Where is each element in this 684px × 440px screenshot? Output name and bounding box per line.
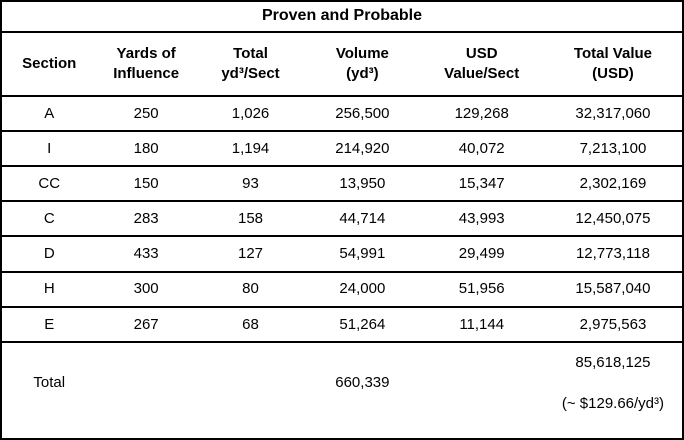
table-row-i: I 180 1,194 214,920 40,072 7,213,100	[2, 131, 682, 167]
table-title-row: Proven and Probable	[2, 2, 682, 32]
table-row-h: H 300 80 24,000 51,956 15,587,040	[2, 272, 682, 307]
cell-total-yd3-per-sect: 68	[242, 315, 259, 333]
total-value-cell: 85,618,125 (~ $129.66/yd³)	[544, 342, 682, 438]
column-header-usd-value-per-sect: USD Value/Sect	[444, 44, 520, 82]
table-row-a: A 250 1,026 256,500 129,268 32,317,060	[2, 96, 682, 131]
cell-volume-yd3: 214,920	[335, 139, 390, 157]
cell-volume-yd3: 24,000	[339, 280, 386, 298]
cell-total-value-usd: 32,317,060	[575, 104, 651, 122]
total-empty-cell	[97, 342, 196, 438]
cell-volume-yd3: 13,950	[339, 174, 386, 192]
cell-yards-of-influence: 300	[133, 280, 159, 298]
cell-usd-value-per-sect: 43,993	[458, 210, 505, 228]
cell-yards-of-influence: 433	[133, 245, 159, 263]
cell-section: H	[43, 280, 55, 298]
cell-section: C	[43, 210, 55, 228]
cell-volume-yd3: 51,264	[339, 315, 386, 333]
total-label: Total	[33, 374, 66, 392]
cell-volume-yd3: 54,991	[339, 245, 386, 263]
total-value-usd: 85,618,125	[575, 353, 651, 371]
cell-usd-value-per-sect: 40,072	[458, 139, 505, 157]
cell-yards-of-influence: 250	[133, 104, 159, 122]
cell-yards-of-influence: 180	[133, 139, 159, 157]
cell-section: CC	[38, 174, 61, 192]
cell-volume-yd3: 44,714	[339, 210, 386, 228]
cell-usd-value-per-sect: 129,268	[454, 104, 509, 122]
table-row-e: E 267 68 51,264 11,144 2,975,563	[2, 307, 682, 342]
cell-yards-of-influence: 283	[133, 210, 159, 228]
cell-yards-of-influence: 150	[133, 174, 159, 192]
column-header-total-value-usd: Total Value (USD)	[573, 44, 652, 82]
column-header-volume-yd3: Volume (yd³)	[335, 44, 389, 82]
cell-total-value-usd: 2,975,563	[579, 315, 647, 333]
cell-total-value-usd: 12,450,075	[575, 210, 651, 228]
cell-total-value-usd: 15,587,040	[575, 280, 651, 298]
cell-total-yd3-per-sect: 93	[242, 174, 259, 192]
total-volume-yd3: 660,339	[335, 374, 390, 392]
cell-total-yd3-per-sect: 1,194	[231, 139, 270, 157]
cell-total-yd3-per-sect: 1,026	[231, 104, 270, 122]
cell-usd-value-per-sect: 15,347	[458, 174, 505, 192]
column-header-yards-of-influence: Yards of Influence	[113, 44, 180, 82]
cell-usd-value-per-sect: 11,144	[459, 315, 505, 333]
column-header-section: Section	[22, 54, 77, 72]
table-row-d: D 433 127 54,991 29,499 12,773,118	[2, 236, 682, 272]
table-row-c: C 283 158 44,714 43,993 12,450,075	[2, 201, 682, 237]
table-row-cc: CC 150 93 13,950 15,347 2,302,169	[2, 166, 682, 202]
total-empty-cell	[419, 342, 543, 438]
cell-usd-value-per-sect: 51,956	[458, 280, 505, 298]
cell-total-value-usd: 7,213,100	[579, 139, 647, 157]
cell-volume-yd3: 256,500	[335, 104, 390, 122]
cell-total-value-usd: 2,302,169	[579, 174, 647, 192]
cell-section: E	[44, 315, 55, 333]
table-title: Proven and Probable	[261, 7, 423, 25]
cell-section: D	[43, 245, 55, 263]
total-empty-cell	[196, 342, 305, 438]
table-header-row: Section Yards of Influence Total yd³/Sec…	[2, 32, 682, 96]
cell-section: A	[44, 104, 55, 122]
cell-usd-value-per-sect: 29,499	[458, 245, 505, 263]
cell-yards-of-influence: 267	[133, 315, 159, 333]
cell-section: I	[47, 139, 52, 157]
cell-total-yd3-per-sect: 80	[242, 280, 259, 298]
cell-total-yd3-per-sect: 158	[238, 210, 264, 228]
cell-total-yd3-per-sect: 127	[238, 245, 264, 263]
table-total-row: Total 660,339 85,618,125 (~ $129.66/yd³)	[2, 342, 682, 438]
total-per-yd3-note: (~ $129.66/yd³)	[561, 395, 665, 412]
column-header-total-yd3-per-sect: Total yd³/Sect	[221, 44, 280, 82]
cell-total-value-usd: 12,773,118	[575, 245, 650, 263]
